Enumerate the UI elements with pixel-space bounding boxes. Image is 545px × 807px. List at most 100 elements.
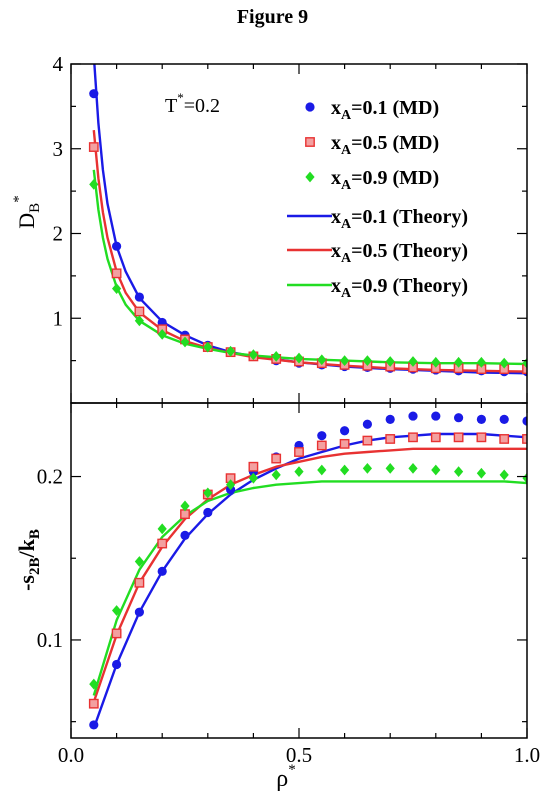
data-point-bottom-2-16 xyxy=(454,466,464,478)
ytick-label-top-3: 4 xyxy=(53,52,64,76)
data-point-bottom-1-18 xyxy=(499,434,510,444)
xtick-label-1: 0.5 xyxy=(286,743,312,767)
data-point-bottom-0-12 xyxy=(362,419,372,429)
data-point-top-1-2 xyxy=(134,306,145,317)
data-point-bottom-0-15 xyxy=(431,411,441,421)
data-point-top-2-13 xyxy=(385,356,395,367)
ylabel-top: DB* xyxy=(11,195,43,228)
data-point-top-2-7 xyxy=(248,349,258,361)
data-point-top-2-2 xyxy=(134,315,144,327)
data-point-bottom-1-3 xyxy=(157,538,168,549)
figure-title: Figure 9 xyxy=(236,6,309,28)
data-point-bottom-2-2 xyxy=(134,556,144,567)
data-point-bottom-1-17 xyxy=(476,432,487,443)
data-point-bottom-1-15 xyxy=(430,432,441,443)
data-point-bottom-0-10 xyxy=(317,431,327,441)
data-point-bottom-2-18 xyxy=(499,469,509,481)
data-point-bottom-0-4 xyxy=(180,530,190,540)
data-point-bottom-2-7 xyxy=(248,472,258,484)
ytick-label-top-2: 3 xyxy=(53,137,64,161)
data-point-bottom-1-0 xyxy=(88,698,99,709)
data-point-bottom-1-1 xyxy=(111,628,122,639)
data-point-top-2-15 xyxy=(431,356,441,368)
data-point-bottom-1-8 xyxy=(271,453,282,464)
data-point-top-2-1 xyxy=(112,283,122,294)
ytick-label-top-1: 2 xyxy=(53,222,64,246)
data-point-bottom-2-17 xyxy=(476,467,486,479)
data-point-top-2-4 xyxy=(180,336,190,348)
series-line-bottom-5 xyxy=(92,480,527,696)
data-point-bottom-0-0 xyxy=(89,720,99,730)
data-point-bottom-0-16 xyxy=(454,413,464,423)
data-point-top-2-0 xyxy=(89,178,99,190)
data-point-top-0-0 xyxy=(89,89,99,99)
data-point-bottom-2-6 xyxy=(226,479,236,491)
ytick-label-bottom-1: 0.2 xyxy=(37,465,63,489)
data-point-top-2-3 xyxy=(157,328,167,340)
data-point-top-2-11 xyxy=(340,355,350,367)
ylabel-bottom: -s2B/kB xyxy=(14,529,43,591)
data-point-bottom-2-4 xyxy=(180,500,190,512)
data-point-top-2-12 xyxy=(362,355,372,367)
legend-marker-1 xyxy=(305,137,315,147)
legend: xA=0.1 (MD) xA=0.5 (MD) xA=0.9 (MD) xA=0.1 … xyxy=(287,97,468,301)
xtick-label-2: 1.0 xyxy=(514,743,540,767)
data-point-bottom-0-17 xyxy=(476,414,486,424)
panel-bottom-plot xyxy=(88,411,527,730)
data-point-top-2-5 xyxy=(203,341,213,353)
legend-label-1: xA=0.5 (MD) xyxy=(331,132,439,158)
data-point-bottom-2-1 xyxy=(112,605,122,616)
legend-label-5: xA=0.9 (Theory) xyxy=(331,275,468,301)
data-point-bottom-2-15 xyxy=(431,464,441,476)
data-point-bottom-0-1 xyxy=(112,659,122,670)
data-point-top-2-6 xyxy=(226,345,236,357)
data-point-bottom-2-3 xyxy=(157,523,167,535)
data-point-bottom-1-2 xyxy=(134,577,145,588)
data-point-top-2-17 xyxy=(476,356,486,368)
data-point-bottom-2-5 xyxy=(203,487,213,499)
data-point-bottom-1-7 xyxy=(248,461,259,472)
legend-label-4: xA=0.5 (Theory) xyxy=(331,240,468,266)
legend-label-3: xA=0.1 (Theory) xyxy=(331,206,468,232)
data-point-bottom-2-9 xyxy=(294,466,304,478)
data-point-bottom-2-0 xyxy=(89,678,99,690)
data-point-top-0-1 xyxy=(112,241,122,251)
annotation-temperature: T*=0.2 xyxy=(165,90,220,117)
data-point-bottom-2-11 xyxy=(340,464,350,476)
ytick-label-bottom-0: 0.1 xyxy=(37,628,63,652)
data-point-top-2-8 xyxy=(271,350,281,362)
data-point-bottom-2-13 xyxy=(385,462,395,474)
xtick-label-0: 0.0 xyxy=(58,743,84,767)
data-point-bottom-0-5 xyxy=(203,507,213,518)
data-point-bottom-1-16 xyxy=(453,432,464,443)
data-point-bottom-2-14 xyxy=(408,462,418,474)
xlabel: ρ* xyxy=(276,762,295,792)
data-point-bottom-2-8 xyxy=(271,469,281,481)
data-point-bottom-0-11 xyxy=(340,426,350,436)
data-point-bottom-0-18 xyxy=(499,414,509,424)
data-point-top-2-16 xyxy=(454,356,464,368)
series-line-top-5 xyxy=(92,169,527,366)
data-point-top-2-18 xyxy=(499,357,509,369)
series-line-bottom-3 xyxy=(92,432,527,729)
data-point-bottom-1-13 xyxy=(385,434,396,444)
legend-marker-2 xyxy=(305,171,315,183)
data-point-top-2-14 xyxy=(408,356,418,367)
legend-label-2: xA=0.9 (MD) xyxy=(331,167,439,193)
legend-marker-0 xyxy=(305,102,315,112)
data-point-top-2-10 xyxy=(317,354,327,366)
data-point-bottom-0-14 xyxy=(408,411,418,421)
series-line-top-4 xyxy=(92,129,527,373)
data-point-top-2-9 xyxy=(294,352,304,364)
data-point-bottom-2-10 xyxy=(317,464,327,476)
data-point-bottom-1-12 xyxy=(362,435,373,446)
ytick-label-top-0: 1 xyxy=(53,306,64,330)
data-point-top-0-2 xyxy=(134,292,144,302)
panel-top-frame xyxy=(70,63,528,404)
data-point-bottom-2-19 xyxy=(522,472,527,484)
data-point-bottom-1-9 xyxy=(294,447,304,457)
data-point-bottom-1-11 xyxy=(339,438,350,449)
panel-top-plot xyxy=(88,64,527,377)
